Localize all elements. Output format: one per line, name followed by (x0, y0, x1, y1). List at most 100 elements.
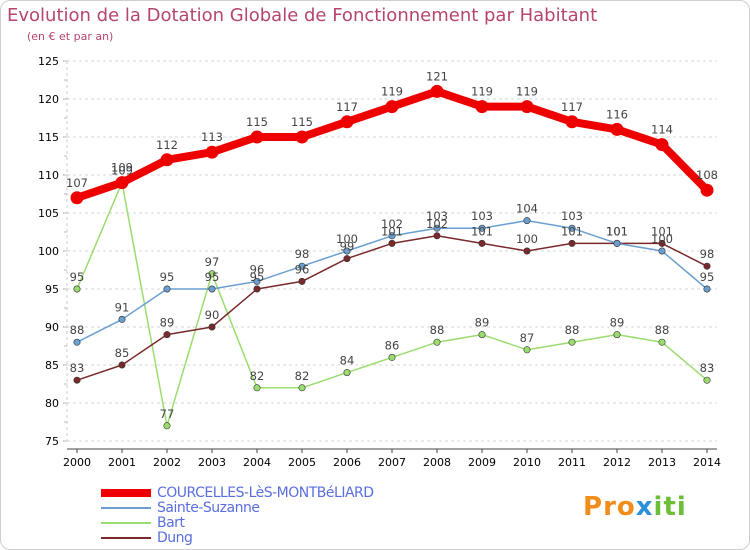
data-point (253, 384, 261, 392)
data-label: 99 (340, 240, 355, 254)
data-point (478, 331, 486, 339)
data-label: 115 (246, 115, 268, 129)
data-label: 101 (471, 224, 493, 238)
legend-swatch (101, 537, 151, 539)
data-point (658, 239, 666, 247)
y-tick-label: 125 (38, 55, 59, 68)
data-label: 113 (201, 130, 223, 144)
data-point (295, 130, 309, 144)
legend-label: COURCELLES-LèS-MONTBéLIARD (157, 485, 374, 501)
data-point (523, 346, 531, 354)
data-point (475, 100, 489, 114)
data-point (118, 315, 126, 323)
data-label: 119 (471, 85, 493, 99)
data-point (568, 338, 576, 346)
grid-lines (67, 60, 717, 442)
data-label: 91 (115, 300, 130, 314)
data-point (613, 331, 621, 339)
x-tick-label: 2008 (423, 456, 451, 469)
x-tick-label: 2014 (693, 456, 721, 469)
data-label: 88 (70, 323, 85, 337)
data-point (433, 338, 441, 346)
y-tick-label: 120 (38, 93, 59, 106)
data-point (658, 247, 666, 255)
data-point (160, 153, 174, 167)
x-tick-label: 2009 (468, 456, 496, 469)
data-label: 98 (295, 247, 310, 261)
data-point (343, 369, 351, 377)
data-point (73, 376, 81, 384)
data-label: 104 (516, 202, 538, 216)
x-tick-label: 2001 (108, 456, 136, 469)
logo-letter: r (603, 492, 617, 522)
data-point (70, 191, 84, 205)
data-label: 102 (381, 217, 403, 231)
data-point (520, 100, 534, 114)
x-tick-label: 2012 (603, 456, 631, 469)
data-label: 107 (66, 176, 88, 190)
y-tick-label: 85 (45, 359, 59, 372)
x-tick-label: 2011 (558, 456, 586, 469)
data-point (388, 232, 396, 240)
data-point (388, 353, 396, 361)
legend-label: Sainte-Suzanne (157, 500, 260, 516)
y-tick-label: 80 (45, 397, 59, 410)
data-point (208, 285, 216, 293)
series-lines (70, 84, 714, 430)
data-label: 89 (160, 316, 175, 330)
data-label: 117 (561, 100, 583, 114)
data-label: 82 (295, 369, 310, 383)
y-tick-label: 75 (45, 435, 59, 448)
data-point (250, 130, 264, 144)
data-point (433, 232, 441, 240)
data-point (655, 138, 669, 152)
legend-swatch (101, 489, 151, 497)
data-label: 121 (426, 69, 448, 83)
data-label: 77 (160, 407, 175, 421)
x-tick-label: 2013 (648, 456, 676, 469)
data-label: 88 (430, 323, 445, 337)
data-label: 84 (340, 354, 355, 368)
data-label: 82 (250, 369, 265, 383)
chart-subtitle: (en € et par an) (27, 30, 114, 43)
x-tick-label: 2000 (63, 456, 91, 469)
data-point (298, 384, 306, 392)
data-label: 108 (696, 168, 718, 182)
data-label: 100 (336, 232, 358, 246)
data-label: 101 (606, 224, 628, 238)
legend-swatch (101, 507, 151, 509)
data-point (253, 285, 261, 293)
data-label: 101 (381, 224, 403, 238)
data-labels: 107 109 112 113 115 115 117 119 121 119 119 117 116 1… (66, 69, 718, 420)
proxiti-logo: Proxiti (583, 492, 687, 522)
logo-letter: i (676, 492, 687, 522)
data-label: 95 (700, 270, 715, 284)
data-point (73, 338, 81, 346)
y-tick-label: 105 (38, 207, 59, 220)
data-point (478, 224, 486, 232)
legend-swatch (101, 522, 151, 524)
data-label: 95 (160, 270, 175, 284)
y-tick-label: 110 (38, 169, 59, 182)
logo-letter: i (653, 492, 664, 522)
data-label: 90 (205, 308, 220, 322)
data-point (298, 262, 306, 270)
data-label: 115 (291, 115, 313, 129)
logo-letter: P (583, 492, 604, 522)
data-point (385, 100, 399, 114)
x-tick-label: 2002 (153, 456, 181, 469)
y-tick-label: 115 (38, 131, 59, 144)
data-point (298, 277, 306, 285)
data-label: 109 (111, 164, 133, 178)
data-point (658, 338, 666, 346)
logo-letter: x (635, 492, 654, 522)
data-point (343, 255, 351, 263)
data-label: 96 (250, 262, 265, 276)
data-label: 109 (111, 161, 133, 175)
data-label: 89 (610, 316, 625, 330)
data-label: 96 (295, 262, 310, 276)
data-label: 89 (475, 316, 490, 330)
data-point (253, 277, 261, 285)
data-label: 100 (651, 232, 673, 246)
legend-label: Dung (157, 530, 193, 546)
